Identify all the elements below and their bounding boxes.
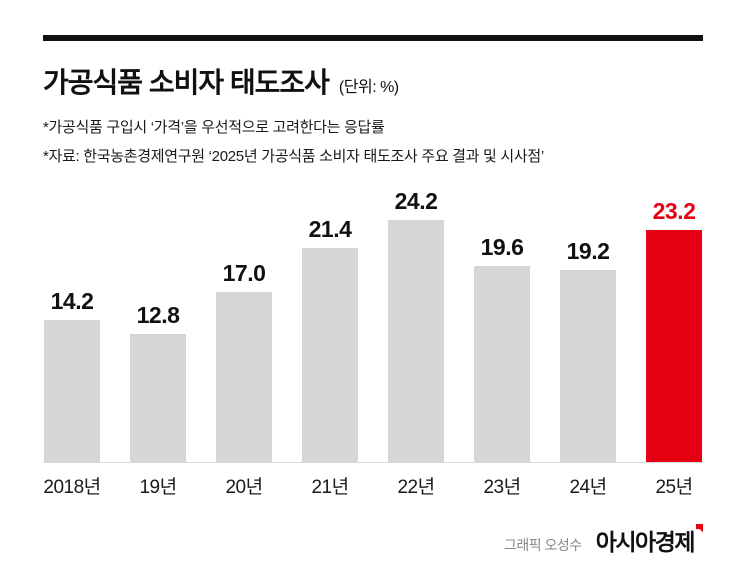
x-axis-label: 2018년 — [43, 476, 101, 498]
x-axis-label: 25년 — [655, 476, 693, 498]
x-axis-label: 22년 — [397, 476, 435, 498]
x-axis-label: 21년 — [311, 476, 349, 498]
bar — [388, 219, 444, 462]
publisher-logo-text: 아시아경제 — [595, 528, 696, 555]
bar — [216, 291, 272, 462]
top-rule — [43, 35, 703, 41]
bar-chart: 14.2 12.8 17.0 21.4 24.2 19.6 19.2 23.2 — [43, 188, 703, 462]
bar-value-label: 14.2 — [50, 287, 94, 314]
note-response-rate: *가공식품 구입시 ‘가격’을 우선적으로 고려한다는 응답률 — [43, 119, 385, 136]
bar-column: 24.2 — [387, 188, 445, 462]
header: 가공식품 소비자 태도조사 (단위: %) — [43, 61, 703, 101]
x-axis: 2018년 19년 20년 21년 22년 23년 24년 25년 — [43, 472, 703, 499]
graphic-credit: 그래픽 오성수 — [504, 536, 582, 553]
x-axis-label: 20년 — [225, 476, 263, 498]
bar — [474, 265, 530, 462]
bar-highlight — [646, 229, 702, 462]
logo-mark-icon — [696, 523, 703, 533]
unit-label: (단위: %) — [338, 79, 399, 96]
x-axis-label: 24년 — [569, 476, 607, 498]
bar-value-label: 12.8 — [136, 301, 180, 328]
x-axis-baseline — [43, 461, 703, 463]
bar-column: 21.4 — [301, 216, 359, 462]
bar-value-label: 21.4 — [308, 215, 352, 242]
bar-column: 19.2 — [559, 238, 617, 462]
bar-value-label: 17.0 — [222, 259, 266, 286]
bar-value-label: 24.2 — [394, 187, 438, 214]
bar-column: 17.0 — [215, 260, 273, 462]
footer: 그래픽 오성수 아시아경제 — [43, 523, 703, 557]
bar — [302, 247, 358, 462]
bar-value-label: 19.2 — [566, 237, 610, 264]
bar-column: 14.2 — [43, 288, 101, 462]
bar-column: 19.6 — [473, 234, 531, 462]
bar-column: 23.2 — [645, 198, 703, 462]
page-title: 가공식품 소비자 태도조사 — [43, 67, 330, 98]
publisher-logo: 아시아경제 — [596, 523, 703, 557]
bar-value-label: 19.6 — [480, 233, 524, 260]
bar — [560, 269, 616, 462]
note-source: *자료: 한국농촌경제연구원 ‘2025년 가공식품 소비자 태도조사 주요 결… — [43, 148, 544, 166]
notes: *가공식품 구입시 ‘가격’을 우선적으로 고려한다는 응답률 *자료: 한국농… — [43, 113, 703, 172]
bar-chart-wrap: 14.2 12.8 17.0 21.4 24.2 19.6 19.2 23.2 2018년 19… — [43, 188, 703, 499]
bar — [130, 333, 186, 462]
x-axis-label: 19년 — [139, 476, 177, 498]
bar-column: 12.8 — [129, 302, 187, 462]
x-axis-label: 23년 — [483, 476, 521, 498]
bar-value-label: 23.2 — [652, 197, 696, 224]
bar — [44, 319, 100, 462]
